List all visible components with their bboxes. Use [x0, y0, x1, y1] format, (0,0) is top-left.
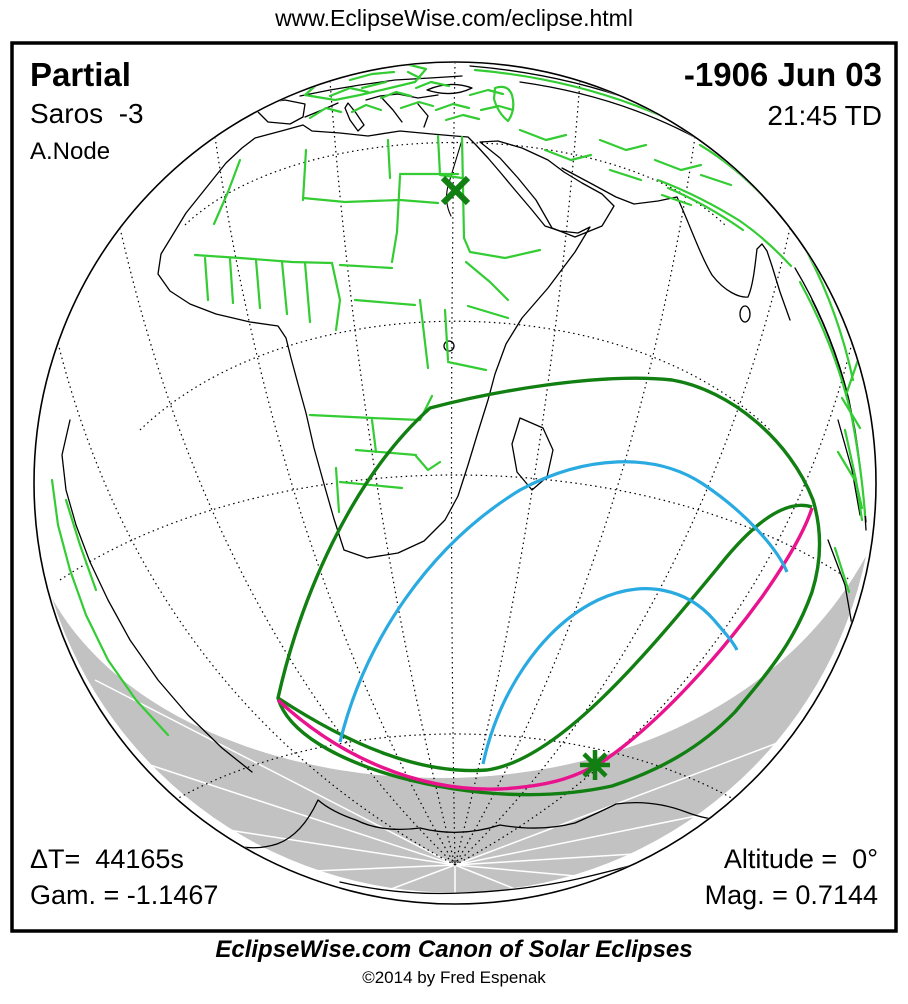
- map-frame-border: [10, 41, 898, 933]
- subsolar-cross-marker: [440, 175, 471, 206]
- rise-set-curve-outer: [338, 460, 789, 743]
- eclipse-date-label: -1906 Jun 03: [683, 56, 882, 93]
- night-shade-region: [52, 556, 866, 893]
- delta-t-label: ΔT= 44165s: [30, 844, 184, 874]
- altitude-label: Altitude = 0°: [723, 844, 878, 874]
- gamma-label: Gam. = -1.1467: [30, 880, 219, 910]
- eclipse-curves: [276, 376, 822, 797]
- saros-label: Saros -3: [30, 98, 144, 129]
- terminator-contact-curve: [277, 503, 813, 773]
- eclipse-time-label: 21:45 TD: [767, 100, 882, 131]
- globe-limb: [33, 61, 877, 905]
- penumbral-limit-loop: [276, 376, 822, 797]
- node-label: A.Node: [30, 138, 111, 165]
- footer-copyright: ©2014 by Fred Espenak: [362, 968, 546, 987]
- page-url-title: www.EclipseWise.com/eclipse.html: [275, 5, 633, 31]
- max-eclipse-sunset-curve: [276, 507, 814, 791]
- footer-caption: EclipseWise.com Canon of Solar Eclipses: [215, 936, 693, 963]
- globe-disc: [34, 62, 876, 904]
- graticule: [57, 63, 853, 866]
- magnitude-label: Mag. = 0.7144: [704, 880, 878, 910]
- greatest-eclipse-star-marker: [580, 750, 610, 780]
- eclipse-type-label: Partial: [30, 56, 131, 93]
- polar-white-meridians: [94, 679, 839, 903]
- rise-set-curve-inner: [481, 587, 739, 765]
